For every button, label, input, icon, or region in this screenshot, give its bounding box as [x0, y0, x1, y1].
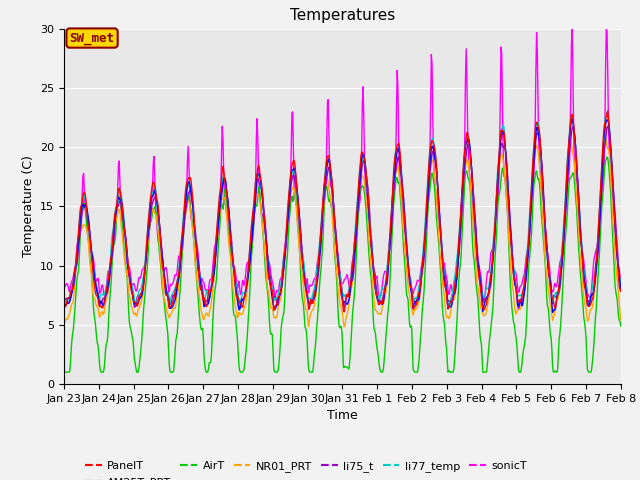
Text: SW_met: SW_met	[70, 32, 115, 45]
X-axis label: Time: Time	[327, 409, 358, 422]
Title: Temperatures: Temperatures	[290, 9, 395, 24]
Legend: PanelT, AM25T_PRT, AirT, NR01_PRT, li75_t, li77_temp, sonicT: PanelT, AM25T_PRT, AirT, NR01_PRT, li75_…	[81, 457, 531, 480]
Y-axis label: Temperature (C): Temperature (C)	[22, 156, 35, 257]
